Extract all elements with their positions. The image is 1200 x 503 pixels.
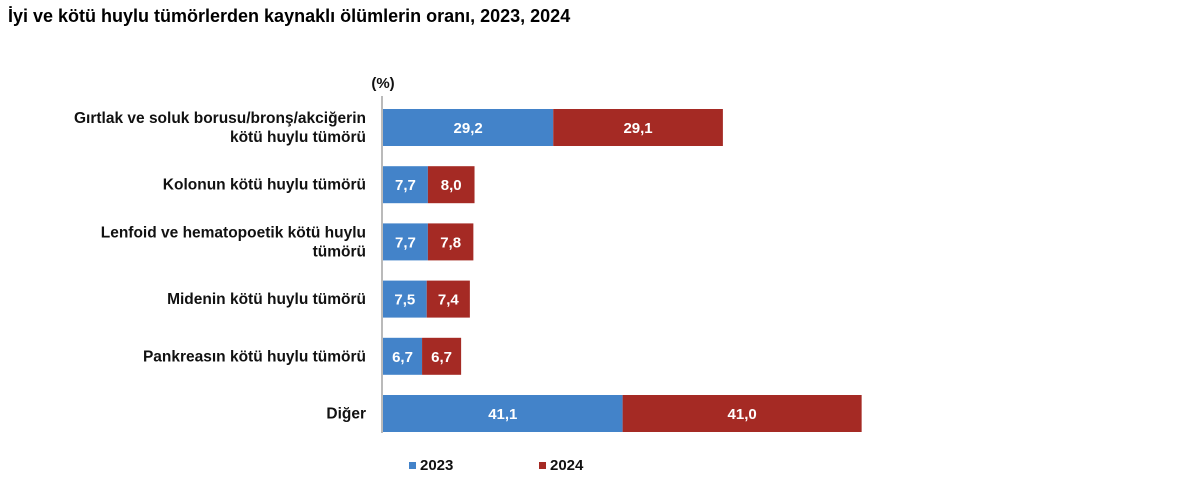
data-label-2023: 41,1 xyxy=(488,406,517,423)
unit-label: (%) xyxy=(371,75,394,92)
category-label: Gırtlak ve soluk borusu/bronş/akciğerin xyxy=(74,110,366,127)
legend-swatch-2024 xyxy=(539,462,546,469)
bar-2023 xyxy=(383,280,427,318)
data-label-2024: 29,1 xyxy=(623,120,652,137)
legend-label-2023: 2023 xyxy=(420,457,453,474)
category-label: kötü huylu tümörü xyxy=(230,129,366,146)
data-label-2024: 7,4 xyxy=(438,292,460,309)
bar-2024 xyxy=(427,223,474,261)
bar-2024 xyxy=(426,280,470,318)
bar-2024 xyxy=(422,337,462,375)
legend-swatch-2023 xyxy=(409,462,416,469)
category-label: Lenfoid ve hematopoetik kötü huylu xyxy=(101,224,366,241)
category-label: Diğer xyxy=(326,406,366,423)
bar-2024 xyxy=(427,166,475,204)
category-label: Pankreasın kötü huylu tümörü xyxy=(143,348,366,365)
bar-2023 xyxy=(383,395,623,432)
data-label-2023: 7,7 xyxy=(395,234,416,251)
bar-2023 xyxy=(383,223,428,261)
data-label-2024: 8,0 xyxy=(441,177,462,194)
bars-layer: Gırtlak ve soluk borusu/bronş/akciğerin k… xyxy=(74,109,862,432)
data-label-2023: 6,7 xyxy=(392,349,413,366)
data-label-2024: 6,7 xyxy=(431,349,452,366)
category-label: Kolonun kötü huylu tümörü xyxy=(163,177,366,194)
bar-2023 xyxy=(383,109,554,146)
bar-2024 xyxy=(553,109,723,146)
chart-title: İyi ve kötü huylu tümörlerden kaynaklı ö… xyxy=(8,6,571,26)
data-label-2023: 29,2 xyxy=(454,120,483,137)
data-label-2024: 41,0 xyxy=(728,406,757,423)
category-label: tümörü xyxy=(313,243,366,260)
bar-2023 xyxy=(383,166,428,204)
bar-2023 xyxy=(383,337,423,375)
legend-label-2024: 2024 xyxy=(550,457,584,474)
data-label-2024: 7,8 xyxy=(440,234,461,251)
data-label-2023: 7,5 xyxy=(394,292,415,309)
data-label-2023: 7,7 xyxy=(395,177,416,194)
bar-2024 xyxy=(622,395,862,432)
legend: 2023 2024 xyxy=(409,457,584,474)
category-label: Midenin kötü huylu tümörü xyxy=(167,291,366,308)
